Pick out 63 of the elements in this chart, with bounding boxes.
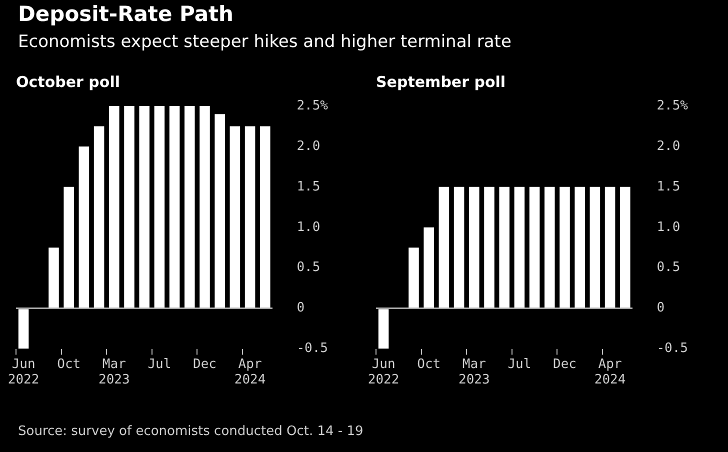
bar [484, 186, 494, 308]
y-tick-label: 1.5 [656, 179, 680, 194]
bar [469, 186, 480, 308]
y-tick-label: 1.5 [296, 179, 320, 194]
bar [184, 106, 195, 308]
x-tick-label: Dec [193, 356, 216, 372]
bar [109, 106, 120, 308]
y-tick-label: 0.5 [656, 260, 680, 276]
bar [214, 114, 225, 308]
bar [18, 309, 29, 349]
y-tick-label: -0.5 [296, 341, 328, 356]
x-tick-label: Apr 2024 [594, 356, 626, 388]
x-tick-label: Jun 2022 [8, 356, 40, 388]
chart-title: September poll [376, 72, 506, 91]
bar [499, 186, 510, 308]
bar [64, 186, 74, 308]
source-note: Source: survey of economists conducted Oct. 14 - 19 [18, 424, 364, 439]
y-tick-label: 2.5% [296, 98, 328, 114]
bar [529, 186, 540, 308]
y-tick-label: 1.0 [296, 220, 320, 235]
bar [604, 186, 616, 308]
bar [408, 248, 419, 308]
bar [574, 186, 585, 308]
x-tick-label: Jul [148, 356, 172, 372]
x-tick-label: Jun 2022 [368, 356, 400, 388]
bar [139, 106, 150, 308]
bar [378, 309, 389, 349]
bar [260, 126, 270, 308]
y-tick-label: 1.0 [656, 220, 680, 235]
x-tick-label: Dec [553, 356, 576, 372]
x-tick-label: Mar 2023 [98, 356, 130, 388]
bar [124, 106, 134, 308]
bar [560, 186, 570, 308]
bar [169, 106, 180, 308]
y-tick-label: 2.5% [656, 98, 688, 114]
bar [244, 126, 256, 308]
bar [620, 186, 630, 308]
text: Deposit-Rate Path [18, 2, 234, 26]
y-tick-label: 2.0 [296, 138, 320, 154]
chart-title: October poll [16, 72, 120, 91]
bar [438, 186, 450, 308]
bar [78, 146, 90, 308]
bar [94, 126, 104, 308]
y-tick-label: 2.0 [656, 138, 680, 154]
bar [454, 186, 464, 308]
x-tick-label: Mar 2023 [458, 356, 490, 388]
text: Economists expect steeper hikes and higher terminal rate [18, 32, 512, 52]
bar [590, 186, 600, 308]
y-tick-label: 0.5 [296, 260, 320, 276]
bar [424, 227, 434, 308]
y-tick-label: -0.5 [656, 341, 688, 356]
x-tick-label: Oct [417, 356, 441, 372]
y-tick-label: 0 [296, 300, 305, 316]
x-tick-label: Jul [508, 356, 532, 372]
x-tick-label: Apr 2024 [234, 356, 266, 388]
bar [200, 106, 210, 308]
bar [230, 126, 240, 308]
y-tick-label: 0 [656, 300, 665, 316]
bar [48, 248, 59, 308]
x-tick-label: Oct [57, 356, 81, 372]
bar [154, 106, 165, 308]
bar [544, 186, 555, 308]
bar [514, 186, 525, 308]
